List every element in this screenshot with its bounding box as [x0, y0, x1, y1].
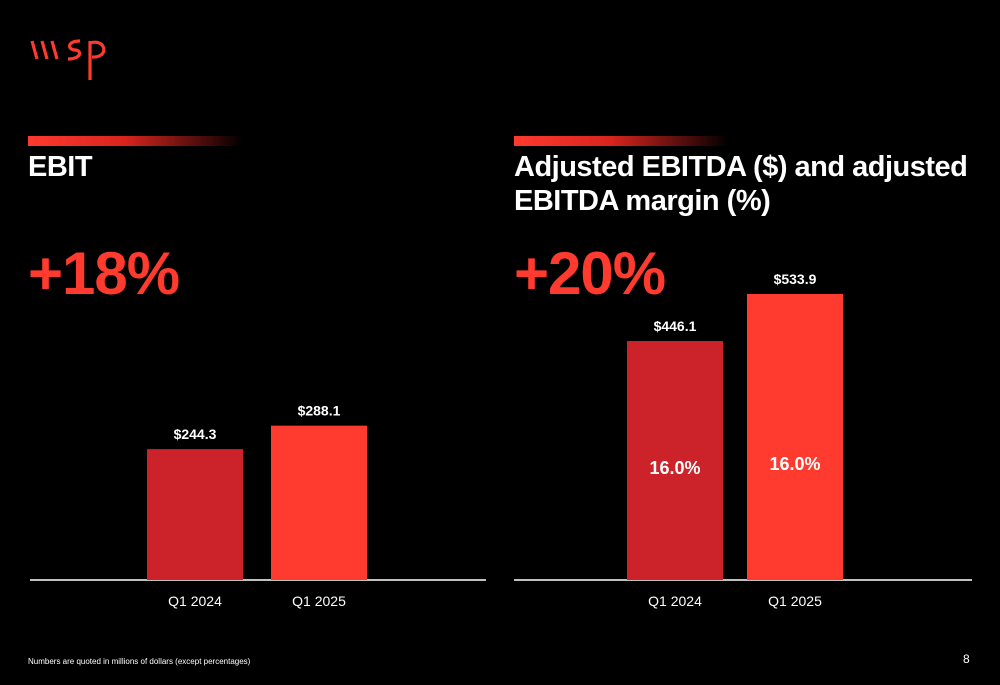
wsp-logo: [30, 39, 106, 80]
ebit-chart: $244.3 Q1 2024 $288.1 Q1 2025: [30, 403, 486, 609]
bar-q1-2025: [271, 425, 367, 580]
right-accent-bar: [514, 136, 729, 146]
ebit-title: EBIT: [28, 151, 93, 183]
ebit-growth: +18%: [28, 240, 180, 307]
category-label: Q1 2025: [292, 593, 346, 609]
ebitda-chart: $446.1 Q1 2024 16.0% $533.9 Q1 2025 16.0%: [514, 271, 972, 609]
page-number: 8: [963, 652, 970, 666]
left-accent-bar: [28, 136, 243, 146]
ebitda-growth: +20%: [514, 240, 666, 307]
value-label: $446.1: [654, 318, 697, 334]
bar-q1-2025: [747, 293, 843, 580]
bar-q1-2024: [627, 341, 723, 580]
margin-label: 16.0%: [769, 454, 820, 474]
category-label: Q1 2024: [648, 593, 702, 609]
value-label: $244.3: [174, 426, 217, 442]
ebitda-title-line2: EBITDA margin (%): [514, 185, 771, 217]
bar-q1-2024: [147, 449, 243, 580]
footnote: Numbers are quoted in millions of dollar…: [28, 657, 251, 666]
margin-label: 16.0%: [649, 458, 700, 478]
category-label: Q1 2025: [768, 593, 822, 609]
ebitda-title-line1: Adjusted EBITDA ($) and adjusted: [514, 151, 968, 183]
value-label: $533.9: [774, 271, 817, 287]
category-label: Q1 2024: [168, 593, 222, 609]
value-label: $288.1: [298, 403, 341, 419]
ebitda-title: Adjusted EBITDA ($) and adjusted EBITDA …: [514, 150, 968, 218]
